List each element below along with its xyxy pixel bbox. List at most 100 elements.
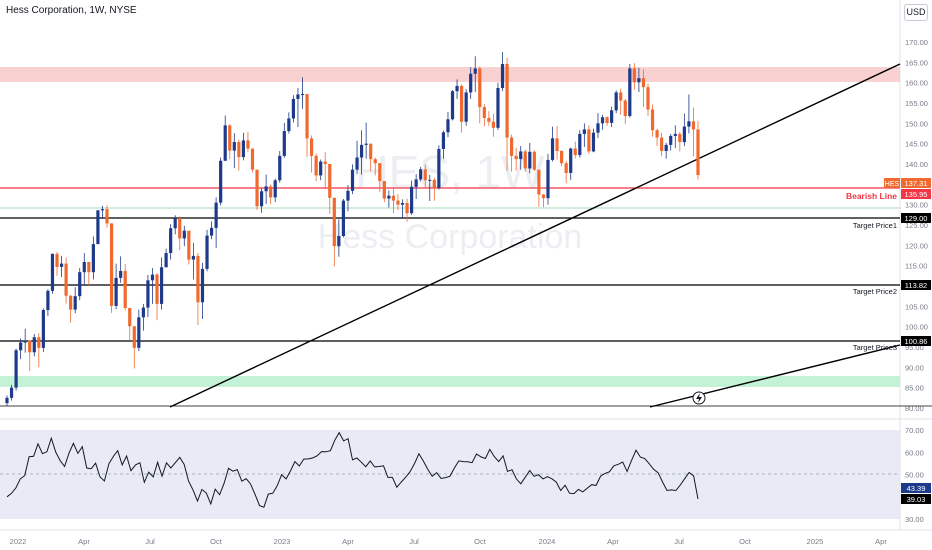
time-tick-label: Jul xyxy=(409,537,419,546)
price-tick-label: 120.00 xyxy=(905,241,928,250)
candle xyxy=(28,340,32,371)
rsi-pane[interactable] xyxy=(0,430,900,519)
candle xyxy=(223,115,227,162)
time-tick-label: Apr xyxy=(875,537,887,546)
time-tick-label: 2023 xyxy=(274,537,291,546)
candle xyxy=(428,174,432,202)
candle xyxy=(369,143,373,172)
candle xyxy=(287,112,291,134)
candle xyxy=(591,128,596,153)
candle xyxy=(209,221,214,240)
rsi-tick-label: 60.00 xyxy=(905,448,924,457)
watermark-ticker: HES, 1W xyxy=(355,146,545,198)
candle xyxy=(128,307,132,341)
time-tick-label: Jul xyxy=(145,537,155,546)
upper-trendline[interactable] xyxy=(169,63,901,408)
time-tick-label: Oct xyxy=(739,537,752,546)
watermark-name: Hess Corporation xyxy=(318,218,583,256)
candle xyxy=(164,248,168,268)
candle xyxy=(59,255,64,278)
candle xyxy=(50,253,55,294)
candle xyxy=(296,87,300,127)
lightning-icon[interactable] xyxy=(692,391,706,405)
time-tick-label: 2025 xyxy=(807,537,824,546)
rsi-tick-label: 30.00 xyxy=(905,515,924,524)
last-price-value: 137.31 xyxy=(905,179,928,188)
candle xyxy=(5,395,9,407)
candle xyxy=(341,198,346,238)
last-price-badge xyxy=(901,178,931,188)
candle xyxy=(391,187,396,214)
price-tick-label: 115.00 xyxy=(905,262,927,271)
price-axis[interactable]: 170.00 165.00 160.00 155.00 150.00 145.00 140.… xyxy=(905,38,928,413)
candle xyxy=(482,104,486,127)
candle xyxy=(396,194,400,210)
support-zone[interactable] xyxy=(0,376,900,387)
candle xyxy=(619,88,623,115)
candle xyxy=(9,384,14,401)
candle xyxy=(696,120,700,180)
candle xyxy=(82,253,86,285)
candle xyxy=(96,209,100,245)
candle xyxy=(478,66,482,124)
candle xyxy=(378,163,382,193)
price-pane[interactable] xyxy=(0,0,900,412)
candle xyxy=(291,95,296,123)
candle xyxy=(364,122,368,159)
candle xyxy=(214,197,218,249)
candle xyxy=(114,263,118,310)
candle xyxy=(664,142,668,159)
candle xyxy=(691,107,696,157)
rsi-value2: 39.03 xyxy=(907,495,926,504)
candle xyxy=(632,63,636,90)
lower-trendline[interactable] xyxy=(649,344,901,408)
target1-badge xyxy=(901,213,931,223)
candle xyxy=(319,159,323,181)
candle xyxy=(582,123,586,147)
candle xyxy=(519,146,523,170)
price-tick-label: 80.00 xyxy=(905,404,924,413)
target2-label: Target Price2 xyxy=(853,287,897,296)
target3-badge xyxy=(901,336,931,346)
price-tick-label: 90.00 xyxy=(905,363,924,372)
bearish-value-badge xyxy=(901,189,931,199)
candle xyxy=(473,56,477,93)
candle xyxy=(91,236,95,280)
candle xyxy=(23,328,27,353)
last-price-ticker-badge xyxy=(884,178,900,188)
candle xyxy=(673,125,677,149)
price-tick-label: 85.00 xyxy=(905,384,924,393)
candle xyxy=(419,166,423,182)
candle xyxy=(687,94,691,134)
resistance-zone[interactable] xyxy=(0,67,900,82)
time-tick-label: Oct xyxy=(210,537,223,546)
candle xyxy=(682,113,686,147)
candle xyxy=(19,338,23,360)
candle xyxy=(259,188,264,213)
candle xyxy=(141,303,145,331)
candle xyxy=(46,289,50,317)
candle xyxy=(587,125,591,154)
candle xyxy=(100,205,105,219)
time-tick-label: 2022 xyxy=(10,537,27,546)
candle xyxy=(273,178,277,203)
candle xyxy=(55,251,59,276)
candle xyxy=(491,113,496,137)
currency-button[interactable]: USD xyxy=(904,4,928,21)
price-tick-label: 145.00 xyxy=(905,140,928,149)
candle xyxy=(241,132,245,161)
rsi-value2-badge xyxy=(901,494,931,504)
rsi-value1: 43.39 xyxy=(907,484,926,493)
candle xyxy=(14,348,18,391)
candle xyxy=(637,68,641,93)
candle xyxy=(600,114,605,130)
time-tick-label: Apr xyxy=(607,537,619,546)
candle xyxy=(264,174,268,204)
candle xyxy=(205,229,209,272)
candle xyxy=(137,309,141,352)
time-axis[interactable]: 2022 Apr Jul Oct 2023 Apr Jul Oct 2024 Apr Jul Oct 2… xyxy=(10,537,888,546)
candle xyxy=(73,287,77,314)
symbol-title[interactable]: Hess Corporation, 1W, NYSE xyxy=(6,5,137,16)
